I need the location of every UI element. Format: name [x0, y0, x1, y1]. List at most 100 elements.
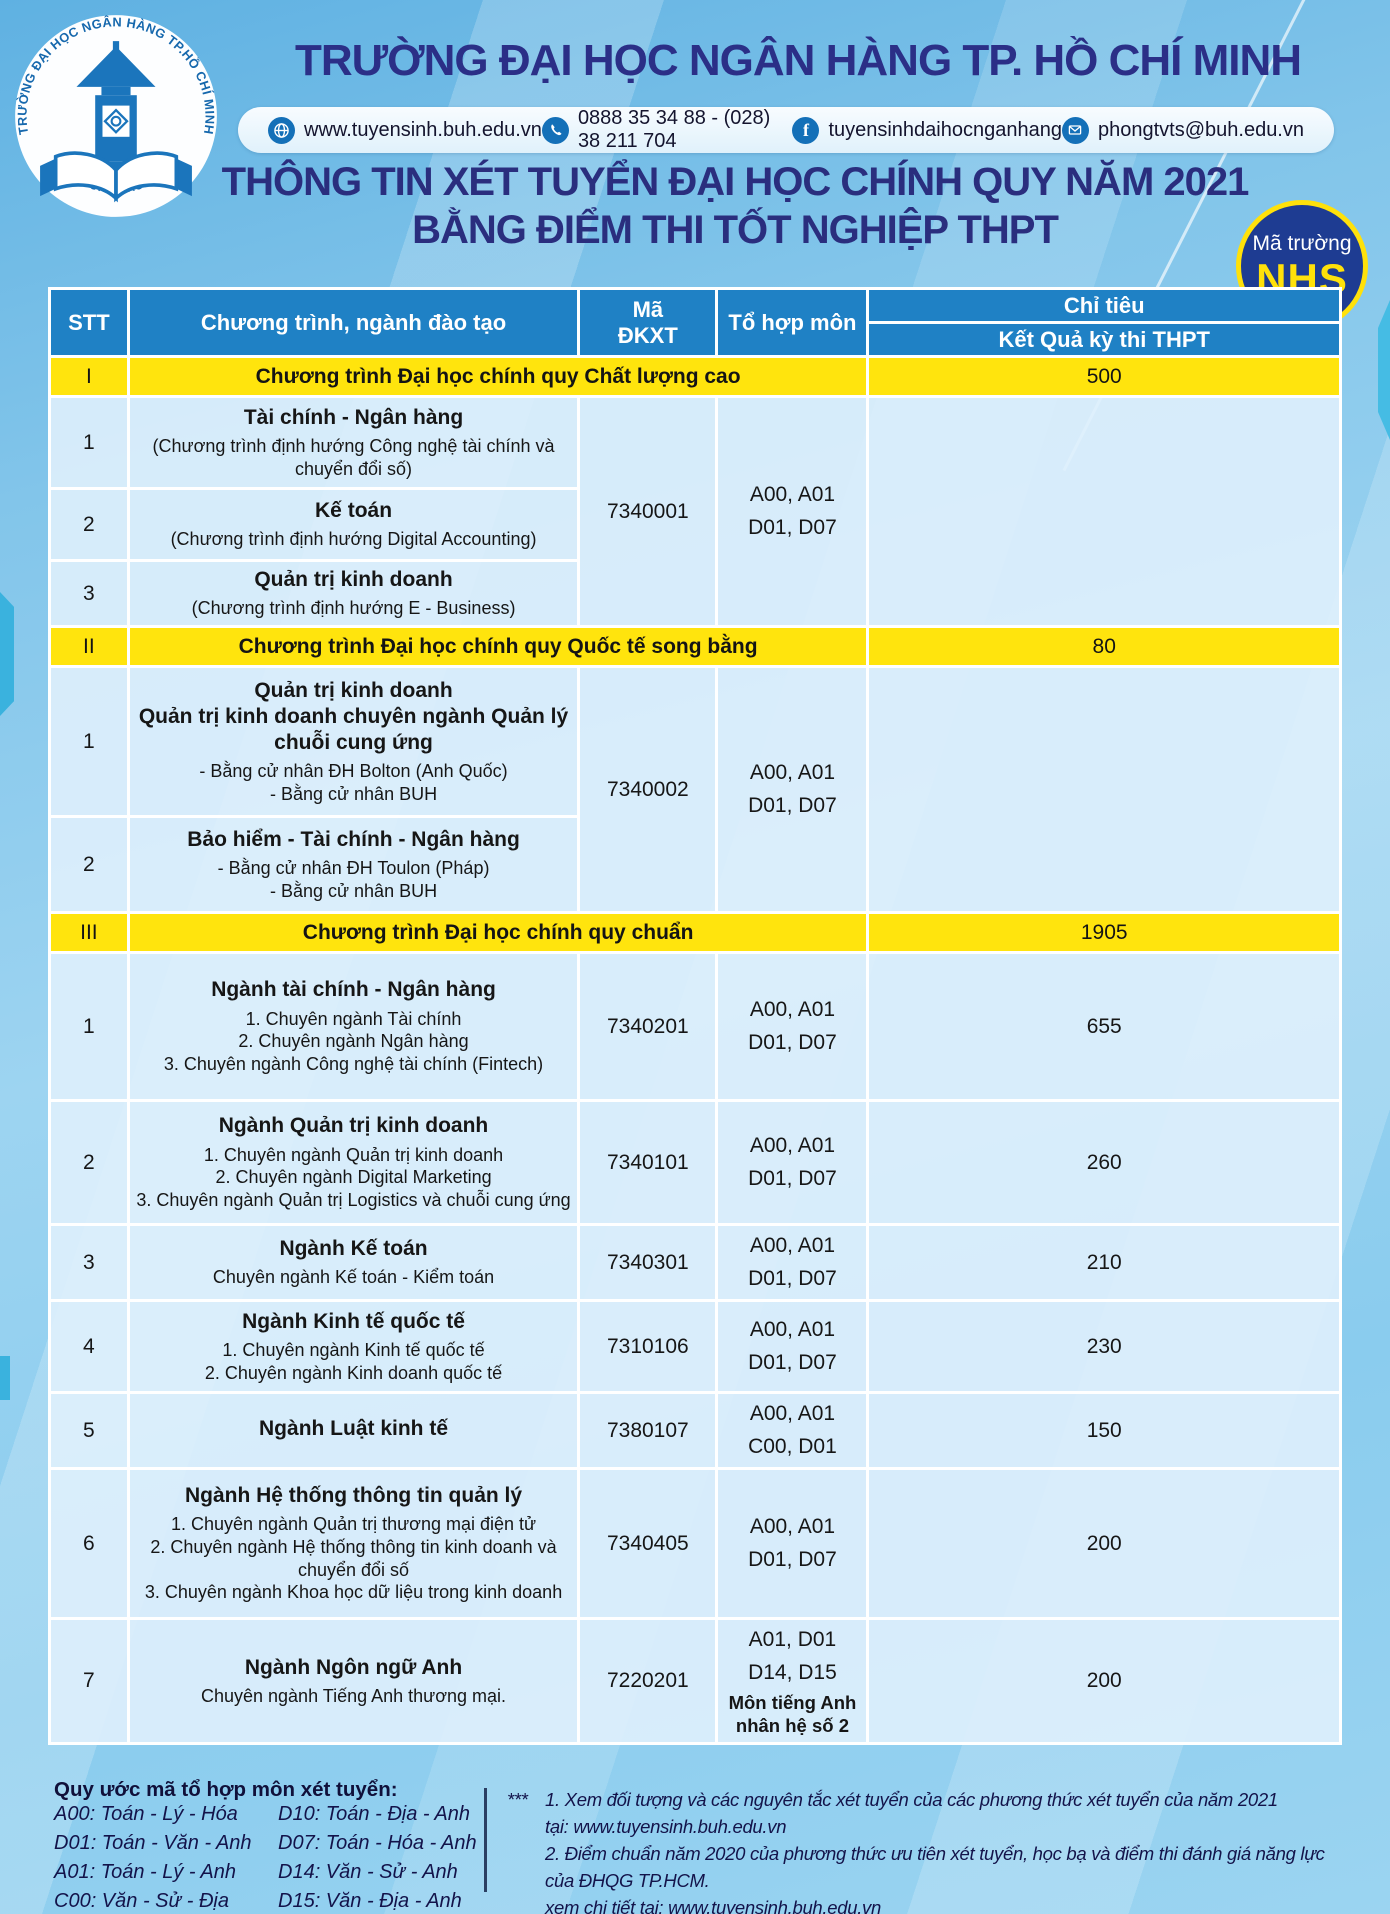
stt-cell: 3: [48, 1222, 130, 1303]
col-header-code: Mã ĐKXT: [577, 287, 719, 358]
section-quota: 1905: [866, 911, 1342, 954]
section-num: II: [48, 625, 130, 668]
program-cell: Ngành Ngôn ngữ Anh Chuyên ngành Tiếng An…: [126, 1617, 581, 1745]
school-code-label: Mã trường: [1252, 232, 1352, 255]
program-cell: Ngành Luật kinh tế: [126, 1391, 581, 1471]
subjects-cell: A00, A01 C00, D01: [715, 1391, 870, 1471]
legend-item: A00: Toán - Lý - Hóa: [54, 1803, 238, 1825]
table-row: 1 Ngành tài chính - Ngân hàng 1. Chuyên …: [48, 951, 1342, 1102]
table-row: 2 Kế toán (Chương trình định hướng Digit…: [48, 487, 1341, 562]
program-cell: Quản trị kinh doanh Quản trị kinh doanh …: [126, 665, 581, 818]
legend-item: A01: Toán - Lý - Anh: [54, 1861, 236, 1883]
col-header-stt: STT: [48, 287, 130, 358]
stt-cell: 2: [48, 815, 130, 914]
footnote-line: 2. Điểm chuẩn năm 2020 của phương thức ư…: [545, 1843, 1325, 1891]
section-row: II Chương trình Đại học chính quy Quốc t…: [48, 625, 1342, 668]
code-cell: 7340001: [577, 395, 719, 628]
section-title: Chương trình Đại học chính quy Quốc tế s…: [126, 625, 870, 668]
contact-phone[interactable]: 0888 35 34 88 - (028) 38 211 704: [541, 107, 793, 153]
logo-tower-icon: [76, 41, 156, 168]
col-header-program: Chương trình, ngành đào tạo: [126, 287, 581, 358]
program-cell: Ngành Hệ thống thông tin quản lý 1. Chuy…: [126, 1467, 581, 1621]
facebook-icon: f: [792, 116, 820, 144]
table-row: 1 Quản trị kinh doanh Quản trị kinh doan…: [48, 665, 1342, 914]
legend-item: D10: Toán - Địa - Anh: [278, 1803, 470, 1825]
subjects-note: Môn tiếng Anh nhân hệ số 2: [728, 1692, 857, 1737]
table-header-row: STT Chương trình, ngành đào tạo Mã ĐKXT …: [48, 287, 1342, 358]
stt-cell: 5: [48, 1391, 130, 1471]
section-title: Chương trình Đại học chính quy chuẩn: [126, 911, 870, 954]
quota-cell: 655: [866, 951, 1342, 1102]
contact-facebook-label: tuyensinhdaihocnganhang: [828, 118, 1062, 141]
section-num: I: [48, 355, 130, 398]
legend-item: C00: Văn - Sử - Địa: [54, 1890, 229, 1912]
section-quota: 80: [866, 625, 1342, 668]
phone-icon: [541, 116, 569, 144]
subjects-cell: A00, A01 D01, D07: [715, 665, 870, 914]
quota-cell: 230: [866, 1299, 1342, 1395]
col-header-quota-sub: Kết Quả kỳ thi THPT: [866, 321, 1342, 358]
globe-icon: [268, 116, 295, 144]
program-cell: Kế toán (Chương trình định hướng Digital…: [126, 487, 581, 562]
stt-cell: 1: [48, 951, 130, 1102]
col-header-subjects: Tổ hợp môn: [715, 287, 870, 358]
footnote-line: tại: www.tuyensinh.buh.edu.vn: [545, 1816, 787, 1837]
page-title: TRƯỜNG ĐẠI HỌC NGÂN HÀNG TP. HỒ CHÍ MINH: [294, 36, 1302, 85]
program-cell: Quản trị kinh doanh (Chương trình định h…: [126, 559, 581, 628]
stt-cell: 6: [48, 1467, 130, 1621]
legend-item: D01: Toán - Văn - Anh: [54, 1832, 252, 1854]
legend-item: D14: Văn - Sử - Anh: [278, 1861, 458, 1883]
table-row: 4 Ngành Kinh tế quốc tế 1. Chuyên ngành …: [48, 1299, 1342, 1395]
subjects-cell: A01, D01 D14, D15 Môn tiếng Anh nhân hệ …: [715, 1617, 870, 1745]
stt-cell: 2: [48, 487, 130, 562]
email-icon: [1061, 116, 1089, 144]
code-cell: 7220201: [577, 1617, 719, 1745]
footnote-marker: ***: [507, 1789, 528, 1810]
logo-book-icon: [40, 151, 192, 203]
admissions-table: STT Chương trình, ngành đào tạo Mã ĐKXT …: [48, 287, 1342, 1745]
contact-facebook[interactable]: f tuyensinhdaihocnganhang: [792, 116, 1062, 144]
contact-email-label: phongtvts@buh.edu.vn: [1097, 118, 1304, 141]
quota-cell-empty: [866, 665, 1342, 914]
legend-title: Quy ước mã tổ hợp môn xét tuyển:: [54, 1778, 398, 1801]
quota-cell: 210: [866, 1222, 1342, 1303]
stt-cell: 1: [48, 665, 130, 818]
code-cell: 7340201: [577, 951, 719, 1102]
stt-cell: 4: [48, 1299, 130, 1395]
table-row: 2 Bảo hiểm - Tài chính - Ngân hàng - Bằn…: [48, 815, 1341, 914]
table-header-subrow: Kết Quả kỳ thi THPT: [50, 321, 1342, 358]
decor-teal-sliver: [0, 592, 14, 716]
table-row: 3 Ngành Kế toán Chuyên ngành Kế toán - K…: [48, 1222, 1342, 1303]
program-cell: Ngành tài chính - Ngân hàng 1. Chuyên ng…: [126, 951, 581, 1102]
quota-cell-empty: [866, 395, 1342, 628]
code-cell: 7310106: [577, 1299, 719, 1395]
code-cell: 7340101: [577, 1099, 719, 1226]
table-row: 6 Ngành Hệ thống thông tin quản lý 1. Ch…: [48, 1467, 1342, 1621]
code-cell: 7340405: [577, 1467, 719, 1621]
contact-phone-label: 0888 35 34 88 - (028) 38 211 704: [577, 107, 771, 152]
stt-cell: 1: [48, 395, 130, 490]
footer-notes: *** 1. Xem đối tượng và các nguyên tắc x…: [507, 1786, 1357, 1914]
decor-teal-sliver: [0, 1356, 10, 1400]
quota-cell: 200: [866, 1467, 1342, 1621]
program-cell: Tài chính - Ngân hàng (Chương trình định…: [126, 395, 581, 490]
legend-column-1: A00: Toán - Lý - Hóa D01: Toán - Văn - A…: [54, 1800, 252, 1914]
legend-item: D15: Văn - Địa - Anh: [278, 1890, 462, 1912]
section-title: Chương trình Đại học chính quy Chất lượn…: [126, 355, 870, 398]
program-cell: Bảo hiểm - Tài chính - Ngân hàng - Bằng …: [126, 815, 581, 914]
table-row: 3 Quản trị kinh doanh (Chương trình định…: [48, 559, 1341, 628]
code-cell: 7340002: [577, 665, 719, 914]
contact-website-label: www.tuyensinh.buh.edu.vn: [304, 118, 542, 141]
contact-website[interactable]: www.tuyensinh.buh.edu.vn: [268, 116, 542, 144]
table-row: 5 Ngành Luật kinh tế 7380107 A00, A01 C0…: [48, 1391, 1342, 1471]
university-logo: TRƯỜNG ĐẠI HỌC NGÂN HÀNG TP.HỒ CHÍ MINH …: [12, 12, 217, 217]
legend-column-2: D10: Toán - Địa - Anh D07: Toán - Hóa - …: [278, 1800, 477, 1914]
table-row: 7 Ngành Ngôn ngữ Anh Chuyên ngành Tiếng …: [48, 1617, 1342, 1745]
section-row: I Chương trình Đại học chính quy Chất lư…: [48, 355, 1342, 398]
footnote-line: 1. Xem đối tượng và các nguyên tắc xét t…: [545, 1789, 1278, 1810]
code-cell: 7340301: [577, 1222, 719, 1303]
contact-email[interactable]: phongtvts@buh.edu.vn: [1061, 116, 1304, 144]
footer-divider: [484, 1788, 487, 1892]
subjects-cell: A00, A01 D01, D07: [715, 1222, 870, 1303]
